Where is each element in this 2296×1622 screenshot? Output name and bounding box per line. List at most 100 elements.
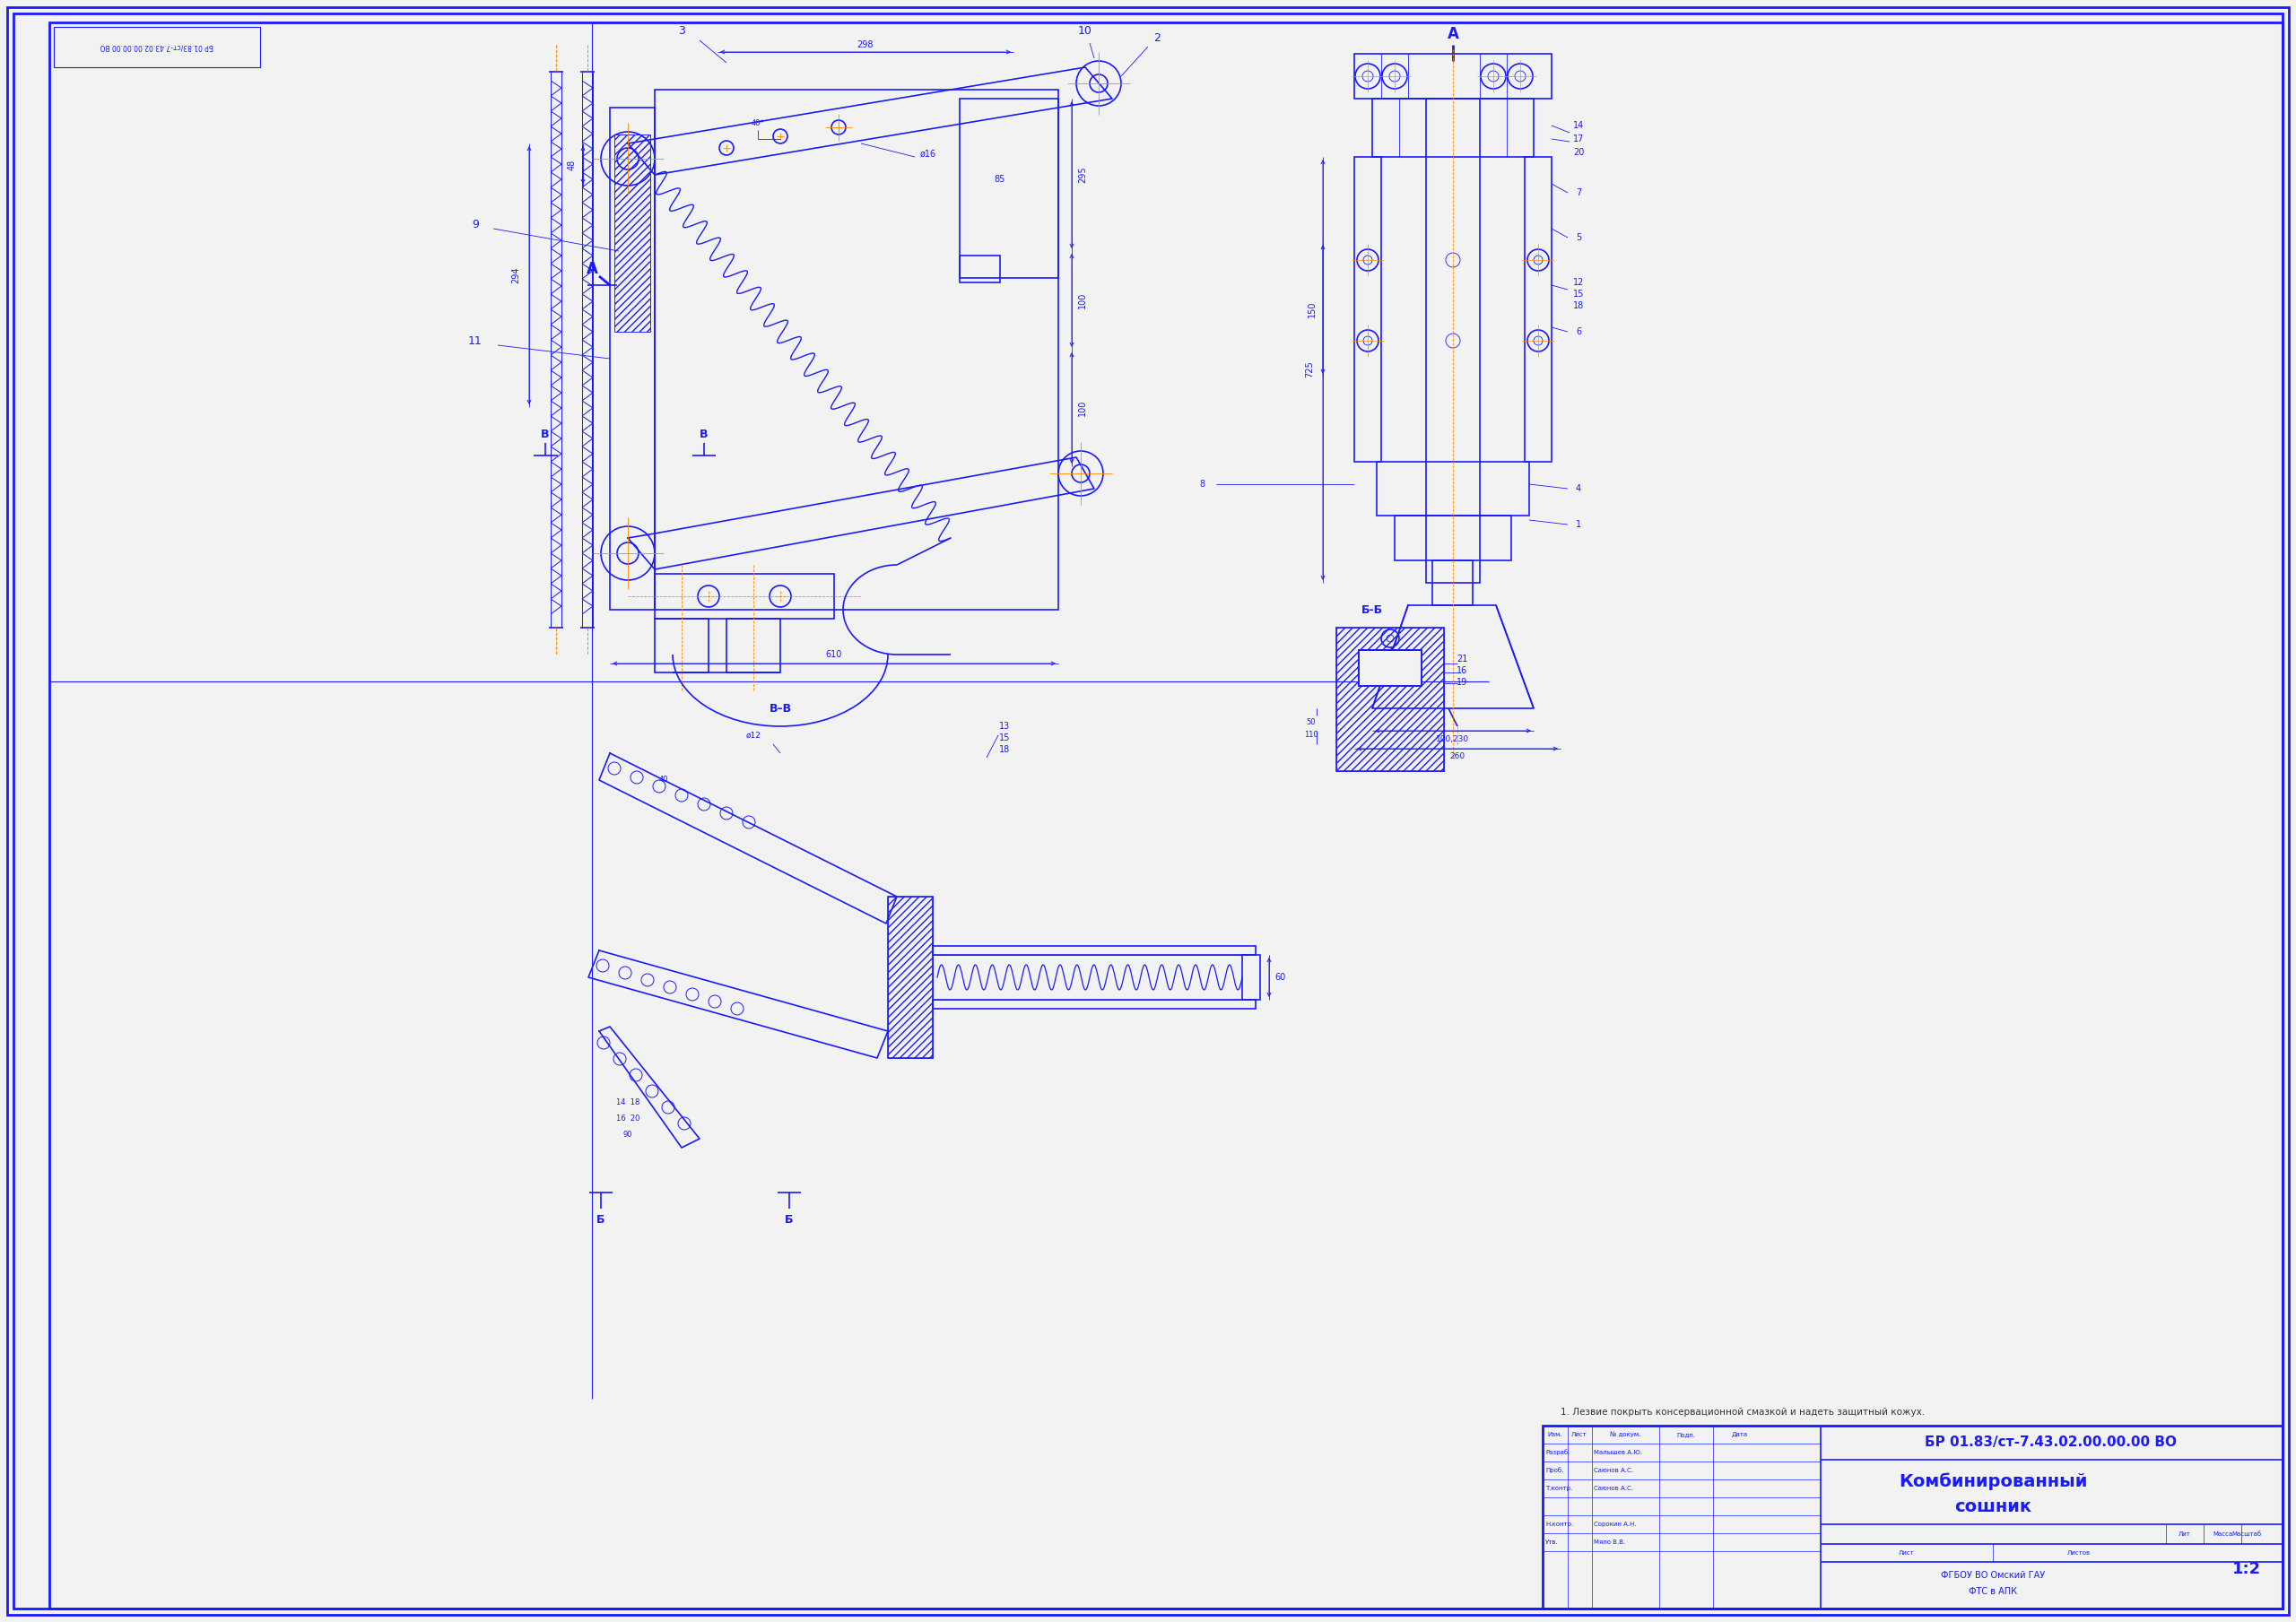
Text: 48: 48	[567, 159, 576, 170]
Text: 100: 100	[1079, 399, 1086, 417]
Text: 18: 18	[999, 744, 1010, 754]
Bar	[53, 28, 259, 67]
Bar	[1336, 628, 1444, 770]
Text: 14: 14	[1573, 122, 1584, 130]
Bar	[615, 135, 650, 333]
Text: Малышев А.Ю.: Малышев А.Ю.	[1593, 1450, 1642, 1455]
Text: 50: 50	[1306, 719, 1316, 725]
Text: 10: 10	[1079, 26, 1093, 37]
Text: 12: 12	[1573, 277, 1584, 287]
Bar	[932, 999, 1256, 1009]
Text: 8: 8	[1199, 480, 1205, 488]
Text: Изм.: Изм.	[1548, 1432, 1564, 1437]
Text: Масса: Масса	[2213, 1531, 2232, 1536]
Text: 2: 2	[1153, 32, 1159, 44]
Text: 20: 20	[1573, 148, 1584, 157]
Bar	[1373, 99, 1534, 157]
Text: 11: 11	[468, 334, 482, 347]
Text: 294: 294	[512, 268, 521, 284]
Text: 1: 1	[1575, 521, 1582, 529]
Bar	[1394, 516, 1511, 560]
Text: 6: 6	[1575, 328, 1582, 336]
Text: 16  20: 16 20	[615, 1114, 641, 1122]
Bar	[960, 99, 1058, 277]
Text: 725: 725	[1304, 362, 1313, 378]
Text: 610: 610	[827, 650, 843, 659]
Text: Лит: Лит	[2179, 1531, 2190, 1536]
Bar	[654, 618, 709, 673]
Text: Саюнов А.С.: Саюнов А.С.	[1593, 1486, 1632, 1491]
Text: Б: Б	[785, 1213, 794, 1225]
Text: Разраб.: Разраб.	[1545, 1450, 1570, 1455]
Bar	[932, 946, 1256, 955]
Text: № докум.: № докум.	[1609, 1432, 1642, 1437]
Text: В: В	[700, 430, 707, 441]
Text: ø12: ø12	[746, 732, 760, 740]
Text: Сорокин А.Н.: Сорокин А.Н.	[1593, 1521, 1637, 1526]
Text: 5: 5	[1575, 234, 1582, 242]
Text: ø16: ø16	[921, 149, 937, 159]
Text: 1. Лезвие покрыть консервационной смазкой и надеть защитный кожух.: 1. Лезвие покрыть консервационной смазко…	[1561, 1408, 1924, 1416]
Bar	[726, 618, 781, 673]
Text: Дата: Дата	[1731, 1432, 1747, 1437]
Bar	[960, 256, 1001, 282]
Bar	[615, 135, 650, 333]
Bar	[1359, 650, 1421, 686]
Text: 17: 17	[1573, 135, 1584, 143]
Text: Лист: Лист	[1899, 1551, 1915, 1555]
Text: 16: 16	[1456, 667, 1467, 675]
Text: 40*: 40*	[751, 120, 765, 128]
Text: 100,230: 100,230	[1437, 736, 1469, 744]
Bar	[1336, 628, 1444, 770]
Text: 40: 40	[659, 775, 668, 783]
Text: 110: 110	[1304, 732, 1318, 740]
Bar	[1355, 157, 1382, 462]
Text: А: А	[585, 261, 597, 277]
Text: А: А	[1446, 26, 1458, 42]
Text: Комбинированный: Комбинированный	[1899, 1473, 2087, 1491]
Text: Б: Б	[597, 1213, 606, 1225]
Text: 21: 21	[1456, 655, 1467, 663]
Text: 100: 100	[1079, 292, 1086, 308]
Text: Н.контр.: Н.контр.	[1545, 1521, 1573, 1526]
Bar	[1525, 157, 1552, 462]
Bar	[1426, 99, 1481, 582]
Text: Масштаб: Масштаб	[2232, 1531, 2262, 1536]
Text: Т.контр.: Т.контр.	[1545, 1486, 1573, 1491]
Text: 298: 298	[856, 41, 875, 49]
Text: ФТС в АПК: ФТС в АПК	[1968, 1586, 2018, 1596]
Text: 60: 60	[1274, 973, 1286, 981]
Text: 15: 15	[999, 733, 1010, 743]
Text: 150: 150	[1309, 302, 1316, 318]
Text: Проб.: Проб.	[1545, 1468, 1564, 1473]
Text: Саюнов А.С.: Саюнов А.С.	[1593, 1468, 1632, 1473]
Text: Б-Б: Б-Б	[1362, 603, 1382, 615]
Bar	[1355, 54, 1552, 99]
Text: ФГБОУ ВО Омский ГАУ: ФГБОУ ВО Омский ГАУ	[1940, 1570, 2046, 1580]
Text: 15: 15	[1573, 290, 1584, 298]
Bar	[1433, 560, 1472, 605]
Text: В: В	[542, 430, 549, 441]
Bar	[1242, 955, 1261, 999]
Text: 19: 19	[1456, 678, 1467, 686]
Text: 4: 4	[1575, 485, 1582, 493]
Text: 295: 295	[1079, 167, 1086, 183]
Text: 13: 13	[999, 722, 1010, 732]
Bar	[1543, 1426, 2282, 1609]
Text: 260: 260	[1449, 753, 1465, 759]
Text: В–В: В–В	[769, 702, 792, 714]
Text: БР 01.83/ст-7.43.02.00.00.00 ВО: БР 01.83/ст-7.43.02.00.00.00 ВО	[101, 42, 214, 50]
Text: 7: 7	[1575, 188, 1582, 198]
Text: 3: 3	[677, 26, 684, 37]
Bar	[1359, 650, 1421, 686]
Text: Лист: Лист	[1570, 1432, 1587, 1437]
Text: 90: 90	[622, 1131, 631, 1139]
Text: Утв.: Утв.	[1545, 1539, 1559, 1544]
Text: 85: 85	[994, 175, 1006, 183]
Text: 14  18: 14 18	[615, 1098, 641, 1106]
Text: Подп.: Подп.	[1676, 1432, 1694, 1437]
Bar	[654, 574, 833, 618]
Text: Листов: Листов	[2066, 1551, 2092, 1555]
Bar	[1378, 462, 1529, 516]
Bar	[654, 89, 1058, 610]
